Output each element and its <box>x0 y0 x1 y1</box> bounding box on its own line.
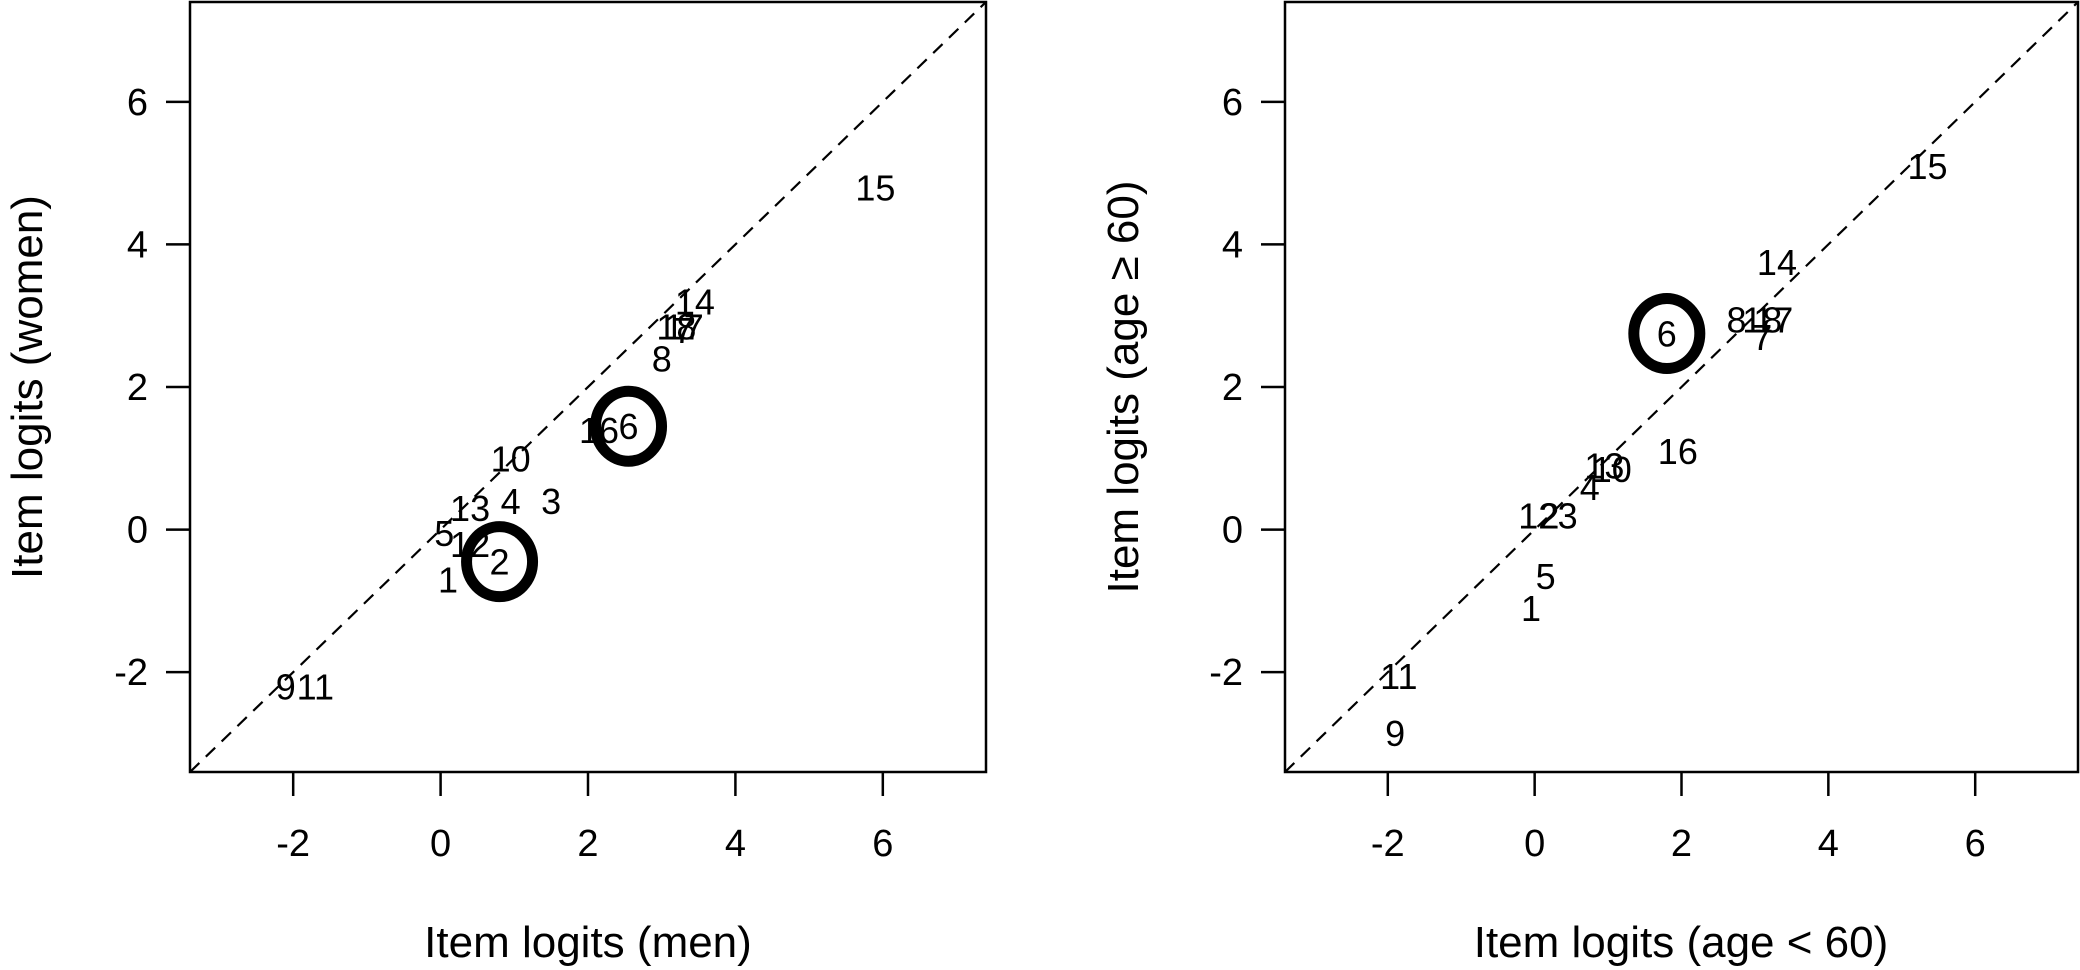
y-tick-label: 6 <box>1222 82 1243 124</box>
y-axis-ticks: -2 0 2 4 6 <box>1209 82 1285 694</box>
y-axis-ticks: -2 0 2 4 6 <box>114 82 190 694</box>
point-label: 13 <box>1584 445 1624 486</box>
point-label: 1 <box>1521 588 1541 629</box>
point-label: 2 <box>1539 495 1559 536</box>
x-tick-label: 2 <box>577 823 598 865</box>
point-label: 4 <box>1580 467 1600 508</box>
point-label: 1 <box>438 560 458 601</box>
point-label: 16 <box>1658 431 1698 472</box>
point-label: 18 <box>656 306 696 347</box>
y-tick-label: 0 <box>127 510 148 552</box>
point-label: 2 <box>490 542 510 583</box>
point-label: 9 <box>1385 713 1405 754</box>
point-label: 14 <box>675 281 715 322</box>
x-axis-title: Item logits (men) <box>424 918 752 967</box>
x-tick-label: 4 <box>1818 823 1839 865</box>
point-label: 13 <box>450 488 490 529</box>
point-label: 18 <box>1742 299 1782 340</box>
point-label: 6 <box>1657 314 1677 355</box>
point-label: 10 <box>1592 449 1632 490</box>
point-label: 3 <box>1558 495 1578 536</box>
point-label: 6 <box>619 406 639 447</box>
point-label: 5 <box>434 513 454 554</box>
identity-reference-line <box>1284 1 2079 773</box>
y-axis-title: Item logits (age ≥ 60) <box>1099 181 1148 594</box>
x-tick-label: 6 <box>872 823 893 865</box>
highlight-circle <box>590 385 668 467</box>
point-label: 8 <box>1727 299 1747 340</box>
identity-reference-line <box>189 1 987 773</box>
point-label: 7 <box>674 310 694 351</box>
x-tick-label: 0 <box>430 823 451 865</box>
point-label: 4 <box>501 481 521 522</box>
y-tick-label: -2 <box>114 652 148 694</box>
x-tick-label: 4 <box>725 823 746 865</box>
point-label: 12 <box>1518 495 1558 536</box>
y-tick-label: 2 <box>127 367 148 409</box>
highlight-circle <box>1628 293 1706 375</box>
point-label: 9 <box>276 666 296 707</box>
x-tick-label: -2 <box>1371 823 1405 865</box>
x-tick-label: 6 <box>1965 823 1986 865</box>
point-label: 11 <box>1380 656 1417 697</box>
y-tick-label: 4 <box>127 224 148 266</box>
point-label: 10 <box>491 438 531 479</box>
point-label: 14 <box>1757 242 1797 283</box>
point-label: 12 <box>450 524 490 565</box>
point-label: 15 <box>855 167 895 208</box>
y-axis-title: Item logits (women) <box>3 195 52 579</box>
x-axis-ticks: -2 0 2 4 6 <box>276 772 893 865</box>
x-axis-title: Item logits (age < 60) <box>1474 918 1889 967</box>
y-tick-label: 0 <box>1222 510 1243 552</box>
x-tick-label: 0 <box>1524 823 1545 865</box>
point-label: 11 <box>297 666 334 707</box>
highlight-circle <box>461 521 539 603</box>
x-tick-label: 2 <box>1671 823 1692 865</box>
point-label: 17 <box>664 306 704 347</box>
x-tick-label: -2 <box>276 823 310 865</box>
y-tick-label: 4 <box>1222 224 1243 266</box>
y-tick-label: -2 <box>1209 652 1243 694</box>
point-label: 15 <box>1907 146 1947 187</box>
point-label: 7 <box>1752 317 1772 358</box>
x-axis-ticks: -2 0 2 4 6 <box>1371 772 1986 865</box>
point-label: 3 <box>541 481 561 522</box>
point-label: 5 <box>1536 556 1556 597</box>
y-tick-label: 6 <box>127 82 148 124</box>
y-tick-label: 2 <box>1222 367 1243 409</box>
point-label: 17 <box>1753 299 1793 340</box>
point-label: 16 <box>579 410 619 451</box>
point-label: 8 <box>652 338 672 379</box>
